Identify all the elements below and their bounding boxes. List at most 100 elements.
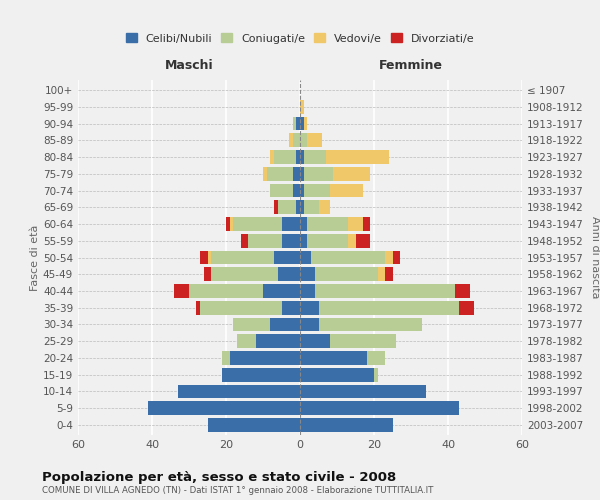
- Bar: [274, 150, 296, 164]
- Bar: [271, 184, 293, 198]
- Bar: [200, 250, 208, 264]
- Bar: [374, 368, 378, 382]
- Bar: [385, 250, 392, 264]
- Bar: [304, 200, 319, 214]
- Bar: [178, 384, 300, 398]
- Bar: [334, 167, 370, 180]
- Bar: [300, 250, 311, 264]
- Bar: [355, 234, 370, 247]
- Bar: [304, 116, 307, 130]
- Bar: [222, 351, 230, 365]
- Bar: [248, 234, 281, 247]
- Bar: [211, 250, 274, 264]
- Bar: [274, 200, 278, 214]
- Bar: [241, 234, 248, 247]
- Bar: [300, 234, 307, 247]
- Bar: [455, 284, 470, 298]
- Bar: [263, 167, 266, 180]
- Bar: [211, 268, 278, 281]
- Bar: [148, 402, 300, 415]
- Bar: [300, 268, 315, 281]
- Bar: [293, 116, 296, 130]
- Bar: [300, 301, 319, 314]
- Bar: [300, 150, 304, 164]
- Bar: [319, 301, 459, 314]
- Bar: [300, 167, 304, 180]
- Bar: [271, 150, 274, 164]
- Bar: [300, 284, 315, 298]
- Bar: [296, 200, 300, 214]
- Bar: [300, 418, 392, 432]
- Bar: [189, 284, 263, 298]
- Bar: [300, 184, 304, 198]
- Bar: [300, 351, 367, 365]
- Bar: [307, 217, 348, 231]
- Bar: [304, 167, 334, 180]
- Bar: [392, 250, 400, 264]
- Bar: [230, 217, 233, 231]
- Bar: [196, 301, 200, 314]
- Bar: [300, 368, 374, 382]
- Bar: [363, 217, 370, 231]
- Bar: [237, 334, 256, 348]
- Bar: [289, 134, 293, 147]
- Bar: [208, 250, 211, 264]
- Bar: [300, 384, 426, 398]
- Bar: [293, 134, 300, 147]
- Bar: [296, 150, 300, 164]
- Bar: [304, 184, 329, 198]
- Bar: [271, 318, 300, 332]
- Bar: [300, 100, 304, 114]
- Bar: [208, 418, 300, 432]
- Bar: [300, 217, 307, 231]
- Text: Popolazione per età, sesso e stato civile - 2008: Popolazione per età, sesso e stato civil…: [42, 471, 396, 484]
- Text: Maschi: Maschi: [164, 58, 214, 71]
- Bar: [311, 250, 385, 264]
- Bar: [223, 368, 300, 382]
- Bar: [204, 268, 211, 281]
- Bar: [348, 217, 363, 231]
- Bar: [378, 268, 385, 281]
- Bar: [281, 301, 300, 314]
- Bar: [256, 334, 300, 348]
- Bar: [230, 351, 300, 365]
- Bar: [267, 167, 293, 180]
- Bar: [274, 250, 300, 264]
- Text: Femmine: Femmine: [379, 58, 443, 71]
- Bar: [304, 150, 326, 164]
- Bar: [233, 217, 281, 231]
- Bar: [329, 184, 363, 198]
- Bar: [319, 200, 329, 214]
- Bar: [329, 334, 396, 348]
- Bar: [174, 284, 189, 298]
- Bar: [326, 150, 389, 164]
- Bar: [278, 268, 300, 281]
- Bar: [385, 268, 392, 281]
- Bar: [348, 234, 355, 247]
- Bar: [300, 200, 304, 214]
- Bar: [233, 318, 271, 332]
- Y-axis label: Anni di nascita: Anni di nascita: [590, 216, 600, 298]
- Bar: [315, 268, 378, 281]
- Bar: [293, 167, 300, 180]
- Bar: [300, 134, 307, 147]
- Bar: [226, 217, 230, 231]
- Bar: [300, 116, 304, 130]
- Bar: [307, 234, 348, 247]
- Bar: [300, 334, 329, 348]
- Bar: [459, 301, 474, 314]
- Bar: [278, 200, 296, 214]
- Bar: [315, 284, 455, 298]
- Text: COMUNE DI VILLA AGNEDO (TN) - Dati ISTAT 1° gennaio 2008 - Elaborazione TUTTITAL: COMUNE DI VILLA AGNEDO (TN) - Dati ISTAT…: [42, 486, 433, 495]
- Y-axis label: Fasce di età: Fasce di età: [30, 224, 40, 290]
- Legend: Celibi/Nubili, Coniugati/e, Vedovi/e, Divorziati/e: Celibi/Nubili, Coniugati/e, Vedovi/e, Di…: [121, 29, 479, 48]
- Bar: [200, 301, 281, 314]
- Bar: [300, 402, 459, 415]
- Bar: [307, 134, 322, 147]
- Bar: [281, 234, 300, 247]
- Bar: [293, 184, 300, 198]
- Bar: [367, 351, 385, 365]
- Bar: [281, 217, 300, 231]
- Bar: [263, 284, 300, 298]
- Bar: [300, 318, 319, 332]
